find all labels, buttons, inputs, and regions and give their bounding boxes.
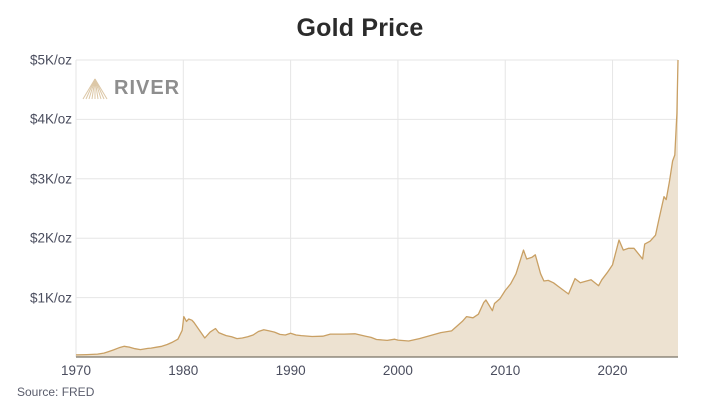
chart-title: Gold Price	[296, 14, 424, 42]
y-tick-label: $3K/oz	[29, 171, 72, 187]
x-tick-label: 1980	[168, 363, 199, 378]
x-tick-label: 1970	[60, 363, 92, 378]
source-note: Source: FRED	[17, 385, 95, 399]
y-tick-label: $5K/oz	[29, 52, 72, 68]
price-line	[75, 59, 679, 356]
x-tick-label: 2010	[490, 363, 521, 378]
price-area-fill	[76, 60, 678, 357]
y-tick-label: $1K/oz	[29, 290, 72, 306]
y-tick-label: $2K/oz	[29, 230, 72, 246]
y-tick-label: $4K/oz	[29, 111, 72, 127]
x-tick-label: 1990	[275, 363, 306, 378]
x-tick-label: 2020	[597, 363, 628, 378]
river-logo-text: RIVER	[114, 77, 181, 99]
river-logo: RIVER	[82, 77, 180, 100]
river-mountain-icon	[82, 78, 108, 99]
x-tick-label: 2000	[382, 363, 413, 378]
